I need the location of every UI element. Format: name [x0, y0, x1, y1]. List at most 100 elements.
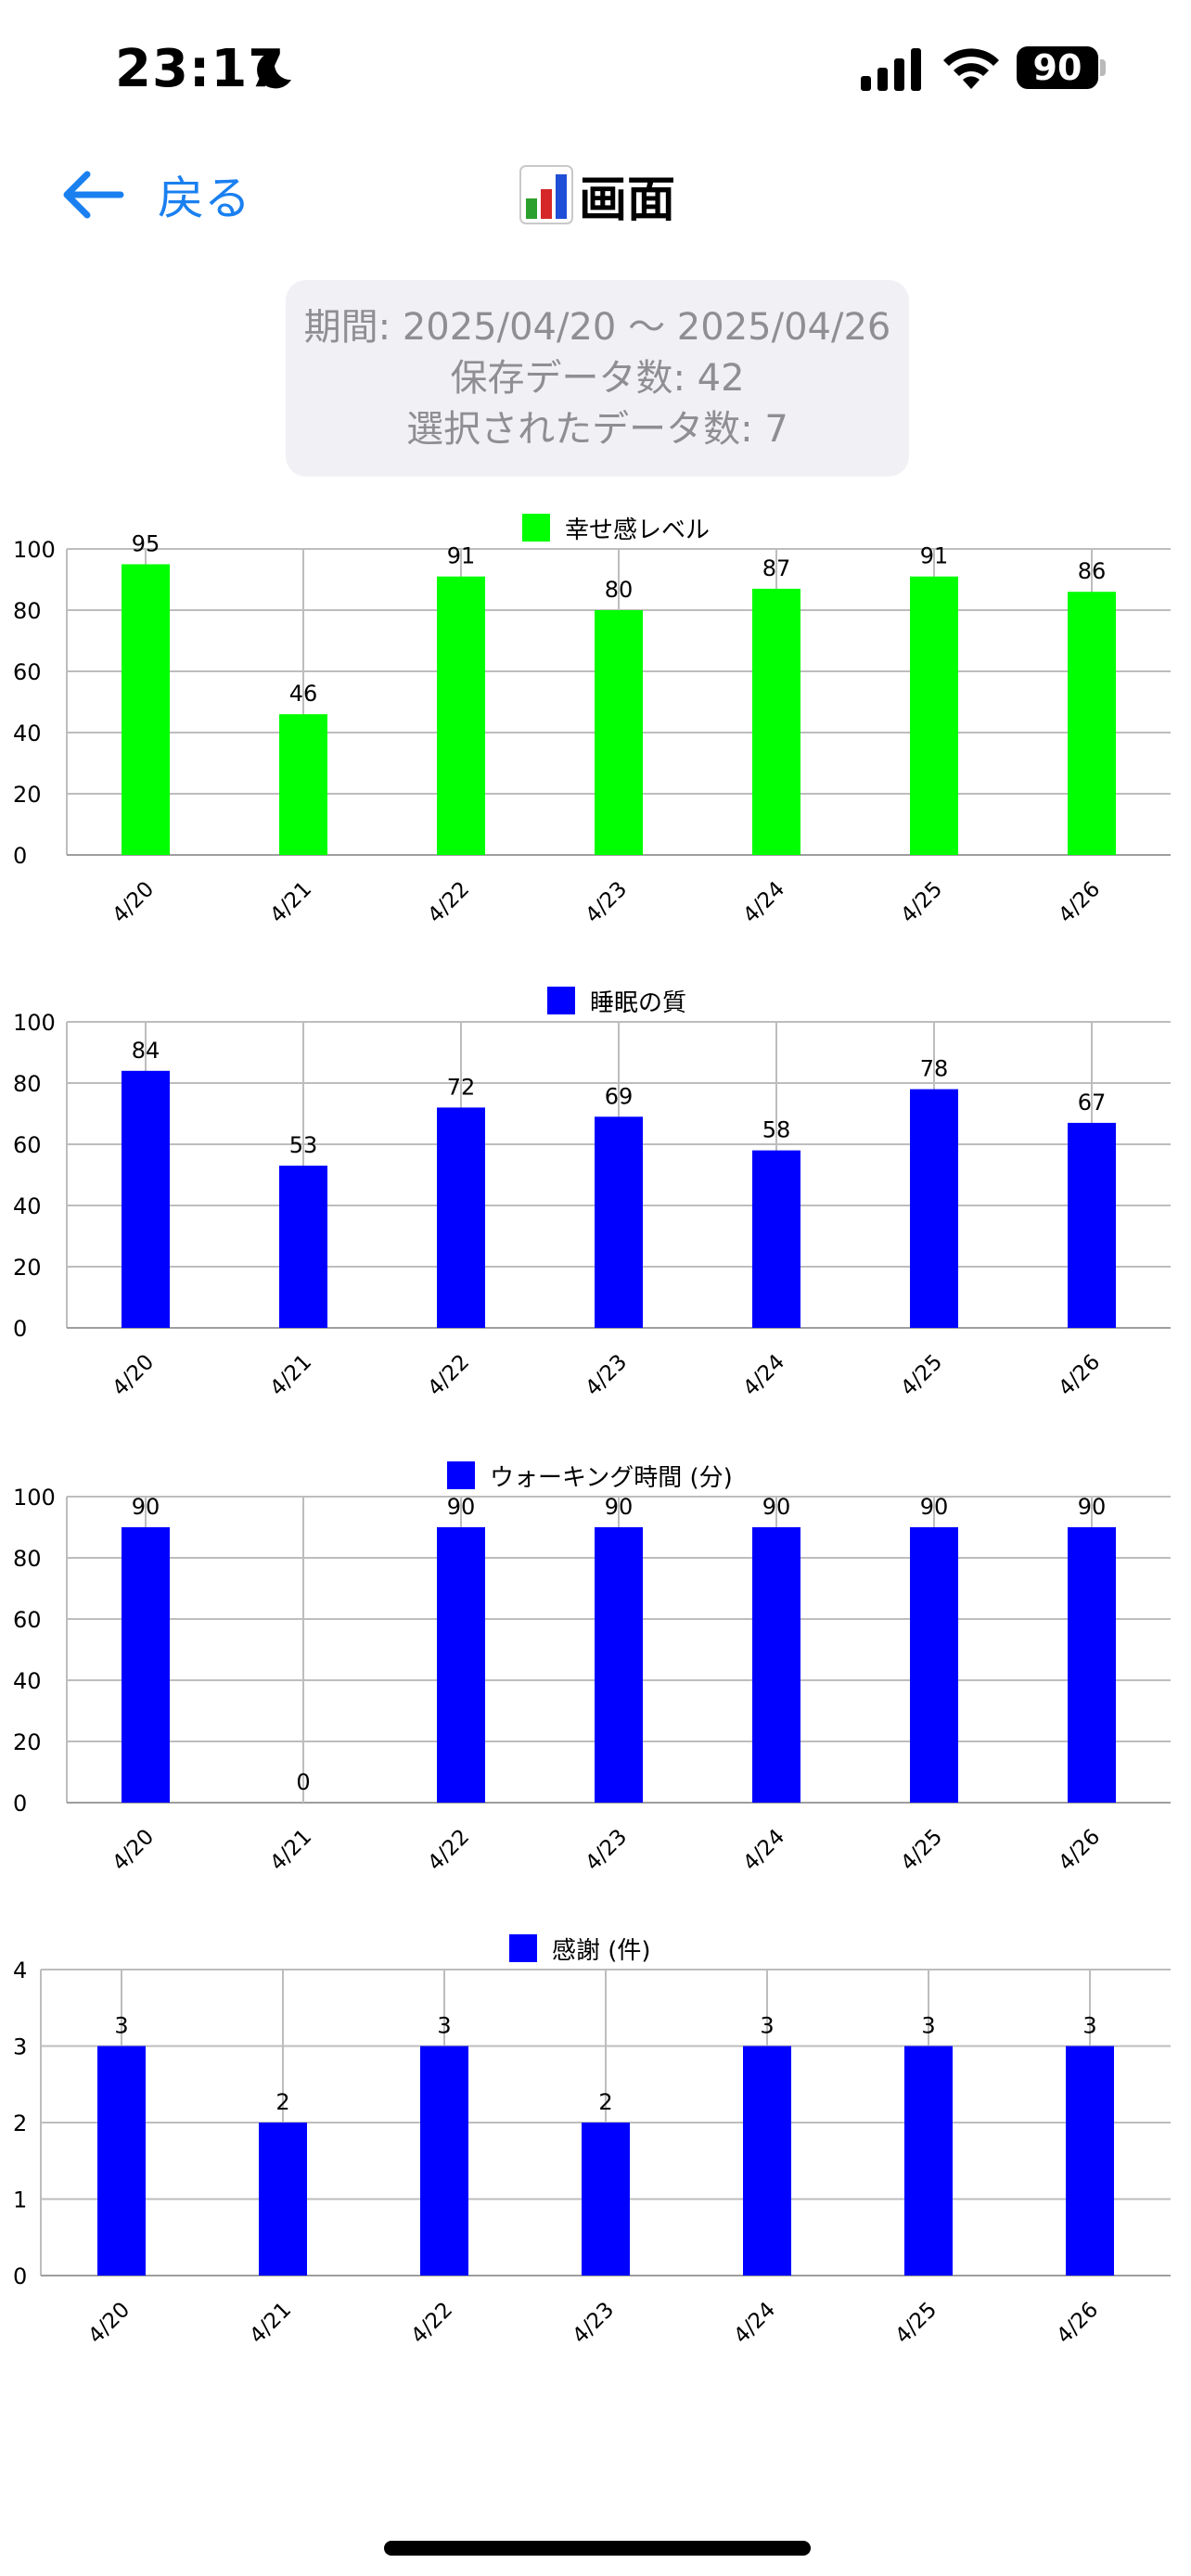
- bar: [1068, 592, 1116, 855]
- selected-count-text: 選択されたデータ数: 7: [406, 407, 788, 451]
- chart-gratitude-svg: 感謝 (件) 0 1 2 3 4 3 4/20 2 4/21 3 4/22 2 4/23 3 4/24 3 4/2…: [13, 1934, 1171, 2349]
- home-indicator[interactable]: [384, 2541, 811, 2556]
- x-tick-label: 4/25: [896, 1825, 947, 1876]
- legend-swatch: [547, 987, 575, 1014]
- bar: [437, 576, 485, 855]
- chart-walking-svg: ウォーキング時間 (分) 0 20 40 60 80 100 90 4/20 0 4/21 90 4/2…: [13, 1461, 1171, 1876]
- data-label: 3: [1082, 2013, 1096, 2039]
- y-tick-label: 40: [13, 1193, 42, 1219]
- legend-swatch: [447, 1461, 475, 1489]
- x-tick-label: 4/23: [581, 877, 632, 928]
- data-label: 46: [289, 681, 318, 707]
- data-label: 53: [289, 1132, 318, 1158]
- data-label: 69: [605, 1083, 634, 1109]
- x-tick-label: 4/26: [1052, 2298, 1103, 2349]
- x-tick-label: 4/20: [108, 877, 159, 928]
- x-tick-label: 4/24: [729, 2298, 780, 2349]
- data-label: 2: [275, 2089, 289, 2115]
- y-tick-label: 80: [13, 1546, 42, 1572]
- chart-happiness: 幸せ感レベル 0 20 40 60 80 100 95 4/20 46 4/21 91 4/22 80 4/…: [0, 491, 1191, 937]
- bar: [122, 1527, 170, 1803]
- bar: [420, 2046, 468, 2276]
- x-tick-label: 4/21: [265, 877, 316, 928]
- x-tick-label: 4/25: [890, 2298, 941, 2349]
- bar: [910, 576, 958, 855]
- y-tick-label: 0: [13, 2264, 27, 2289]
- wifi-icon: [943, 48, 999, 89]
- bar: [437, 1527, 485, 1803]
- period-text: 期間: 2025/04/20 〜 2025/04/26: [303, 305, 891, 349]
- data-label: 90: [762, 1494, 791, 1520]
- x-tick-label: 4/26: [1054, 1825, 1105, 1876]
- back-button[interactable]: 戻る: [59, 158, 250, 232]
- data-label: 58: [762, 1117, 791, 1143]
- bar: [582, 2123, 630, 2276]
- data-label: 80: [605, 577, 634, 603]
- x-tick-label: 4/22: [406, 2298, 457, 2349]
- y-tick-label: 20: [13, 782, 42, 808]
- data-label: 91: [447, 543, 476, 569]
- y-tick-label: 80: [13, 598, 42, 624]
- data-label: 90: [1078, 1494, 1107, 1520]
- y-tick-label: 3: [13, 2034, 27, 2060]
- x-tick-label: 4/25: [896, 877, 947, 928]
- data-label: 2: [598, 2089, 612, 2115]
- y-tick-label: 2: [13, 2111, 27, 2136]
- chart-walking: ウォーキング時間 (分) 0 20 40 60 80 100 90 4/20 0 4/21 90 4/2…: [0, 1439, 1191, 1884]
- data-label: 3: [921, 2013, 935, 2039]
- data-label: 95: [132, 531, 160, 557]
- bar: [595, 610, 643, 855]
- data-label: 3: [114, 2013, 128, 2039]
- data-label: 84: [132, 1038, 160, 1064]
- data-label: 91: [920, 543, 949, 569]
- y-tick-label: 4: [13, 1958, 27, 1983]
- x-tick-label: 4/23: [581, 1350, 632, 1401]
- y-tick-label: 80: [13, 1071, 42, 1097]
- x-tick-label: 4/21: [245, 2298, 296, 2349]
- y-tick-label: 40: [13, 1668, 42, 1694]
- saved-count-text: 保存データ数: 42: [450, 356, 745, 400]
- bar: [437, 1107, 485, 1328]
- y-tick-label: 0: [13, 1316, 27, 1342]
- y-tick-label: 20: [13, 1729, 42, 1755]
- x-tick-label: 4/22: [423, 1350, 474, 1401]
- bar: [910, 1527, 958, 1803]
- y-tick-label: 100: [13, 1010, 56, 1036]
- status-time: 23:17: [115, 39, 286, 99]
- info-box: 期間: 2025/04/20 〜 2025/04/26 保存データ数: 42 選…: [286, 280, 909, 477]
- chart-happiness-svg: 幸せ感レベル 0 20 40 60 80 100 95 4/20 46 4/21 91 4/22 80 4/…: [13, 514, 1171, 928]
- bar: [279, 714, 327, 855]
- bar: [595, 1116, 643, 1328]
- bar: [910, 1089, 958, 1328]
- x-tick-label: 4/24: [738, 1350, 789, 1401]
- y-tick-label: 100: [13, 537, 56, 563]
- data-label: 0: [296, 1769, 310, 1795]
- data-label: 87: [762, 555, 791, 581]
- data-label: 90: [132, 1494, 160, 1520]
- bar: [259, 2123, 307, 2276]
- bar: [904, 2046, 953, 2276]
- x-tick-label: 4/22: [423, 877, 474, 928]
- bar: [752, 588, 800, 855]
- bar: [752, 1150, 800, 1328]
- x-tick-label: 4/21: [265, 1350, 316, 1401]
- nav-bar: 戻る 画面: [0, 139, 1191, 250]
- battery-tip: [1100, 59, 1106, 76]
- bar: [743, 2046, 791, 2276]
- chart-sleep: 睡眠の質 0 20 40 60 80 100 84 4/20 53 4/21 72 4/22 69 4/23…: [0, 964, 1191, 1409]
- x-tick-label: 4/20: [108, 1350, 159, 1401]
- bar: [752, 1527, 800, 1803]
- data-label: 72: [447, 1074, 476, 1100]
- chart-gratitude: 感謝 (件) 0 1 2 3 4 3 4/20 2 4/21 3 4/22 2 4/23 3 4/24 3 4/2…: [0, 1912, 1191, 2357]
- data-label: 78: [920, 1056, 949, 1082]
- bar: [122, 1070, 170, 1328]
- page-title-text: 画面: [579, 172, 676, 228]
- data-label: 86: [1078, 558, 1107, 584]
- bar: [97, 2046, 146, 2276]
- chart-sleep-svg: 睡眠の質 0 20 40 60 80 100 84 4/20 53 4/21 72 4/22 69 4/23…: [13, 987, 1171, 1401]
- x-tick-label: 4/26: [1054, 877, 1105, 928]
- bar: [279, 1166, 327, 1328]
- y-tick-label: 60: [13, 1607, 42, 1633]
- data-label: 3: [760, 2013, 774, 2039]
- bar: [1068, 1122, 1116, 1328]
